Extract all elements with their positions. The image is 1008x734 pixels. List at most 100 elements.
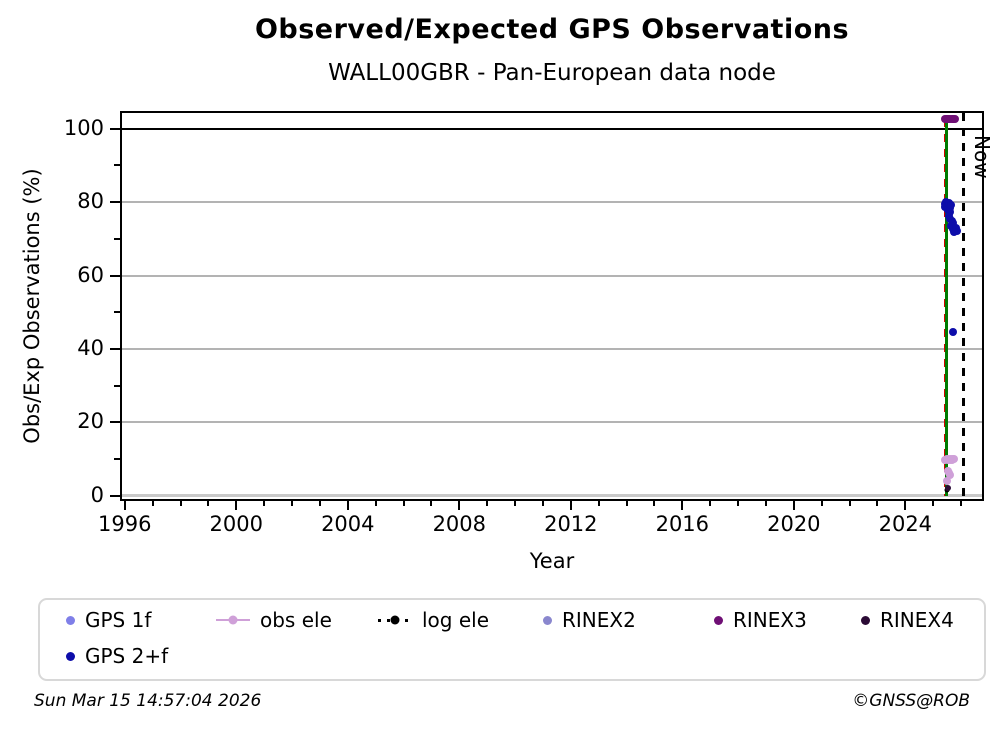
x-minor-tick — [402, 501, 405, 506]
legend-marker-dotted-line-icon — [378, 615, 412, 625]
data-point — [950, 228, 959, 237]
y-tick-label: 80 — [77, 189, 104, 214]
x-minor-tick — [960, 501, 963, 506]
x-minor-tick — [291, 501, 294, 506]
legend-marker-dot-icon — [66, 615, 75, 625]
x-minor-tick — [848, 501, 851, 506]
y-minor-tick — [114, 384, 120, 387]
x-minor-tick — [263, 501, 266, 506]
x-tick-label: 2004 — [321, 512, 375, 536]
legend-marker-center-dot — [390, 615, 400, 625]
x-tick — [346, 501, 349, 510]
legend-marker-dot-icon — [66, 651, 75, 661]
x-axis-label: Year — [529, 549, 575, 573]
legend-label: RINEX3 — [733, 608, 807, 632]
x-minor-tick — [876, 501, 879, 506]
x-minor-tick — [179, 501, 182, 506]
y-minor-tick — [114, 311, 120, 314]
y-tick — [110, 274, 120, 277]
gridline — [122, 347, 982, 350]
legend-label: log ele — [422, 608, 490, 632]
data-point — [945, 471, 954, 480]
x-tick-label: 2020 — [767, 512, 821, 536]
reference-line — [122, 494, 982, 498]
y-tick-label: 20 — [77, 409, 104, 434]
x-tick — [904, 501, 907, 510]
x-tick-label: 1996 — [98, 512, 152, 536]
y-tick — [110, 421, 120, 424]
y-tick-label: 0 — [90, 482, 104, 507]
legend-item-rinex3: RINEX3 — [714, 606, 807, 634]
x-tick — [569, 501, 572, 510]
footer-timestamp: Sun Mar 15 14:57:04 2026 — [34, 691, 262, 711]
x-tick — [235, 501, 238, 510]
x-tick — [681, 501, 684, 510]
data-point — [946, 201, 955, 210]
y-minor-tick — [114, 237, 120, 240]
legend-label: GPS 1f — [85, 608, 152, 632]
x-minor-tick — [430, 501, 433, 506]
gridline — [122, 421, 982, 424]
plot-area: Now — [120, 111, 994, 501]
legend-item-gps-2-f: GPS 2+f — [66, 642, 168, 670]
legend-item-gps-1f: GPS 1f — [66, 606, 151, 634]
x-minor-tick — [541, 501, 544, 506]
x-minor-tick — [737, 501, 740, 506]
x-minor-tick — [709, 501, 712, 506]
gridline — [122, 274, 982, 277]
x-minor-tick — [318, 501, 321, 506]
legend: GPS 1f obs ele log ele RINEX2 RINEX3 RINEX4 GP… — [38, 598, 986, 681]
chart-title: Observed/Expected GPS Observations — [254, 14, 850, 45]
legend-label: RINEX2 — [562, 608, 636, 632]
now-label: Now — [969, 135, 994, 179]
x-minor-tick — [764, 501, 767, 506]
x-minor-tick — [932, 501, 935, 506]
x-tick-label: 2008 — [432, 512, 487, 536]
y-tick — [110, 201, 120, 204]
legend-label: obs ele — [260, 608, 332, 632]
data-point — [950, 455, 959, 464]
data-point — [944, 485, 951, 492]
x-minor-tick — [207, 501, 210, 506]
x-tick-label: 2024 — [878, 512, 933, 536]
legend-item-rinex2: RINEX2 — [543, 606, 636, 634]
y-tick-label: 100 — [63, 115, 104, 140]
y-tick-label: 40 — [77, 335, 104, 360]
data-point — [943, 477, 952, 486]
x-tick — [458, 501, 461, 510]
x-minor-tick — [820, 501, 823, 506]
legend-marker-dot-icon — [543, 615, 552, 625]
y-tick — [110, 494, 120, 497]
data-point — [946, 208, 955, 217]
x-tick — [792, 501, 795, 510]
x-minor-tick — [486, 501, 489, 506]
reference-line — [122, 127, 982, 130]
legend-label: RINEX4 — [880, 608, 954, 632]
x-minor-tick — [514, 501, 517, 506]
x-tick-label: 2016 — [655, 512, 710, 536]
x-tick — [123, 501, 126, 510]
legend-item-log-ele: log ele — [378, 606, 489, 634]
y-tick-label: 60 — [77, 262, 104, 287]
y-minor-tick — [114, 458, 120, 460]
data-point — [948, 328, 957, 337]
gridline — [122, 201, 982, 204]
legend-item-rinex4: RINEX4 — [861, 606, 954, 634]
x-tick-label: 2000 — [209, 512, 263, 536]
legend-marker-line-dot-icon — [216, 615, 250, 625]
footer-copyright: ©GNSS@ROB — [852, 691, 970, 711]
legend-marker-dot-icon — [714, 615, 723, 625]
x-minor-tick — [597, 501, 600, 506]
legend-marker-dot-icon — [861, 615, 870, 625]
chart-subtitle: WALL00GBR - Pan-European data node — [328, 60, 776, 86]
x-minor-tick — [151, 501, 154, 506]
y-tick — [110, 347, 120, 350]
y-minor-tick — [114, 164, 120, 167]
x-minor-tick — [653, 501, 656, 506]
x-minor-tick — [374, 501, 377, 506]
y-tick — [110, 127, 120, 130]
legend-label: GPS 2+f — [85, 644, 169, 668]
data-point — [950, 115, 959, 124]
event-line-green — [945, 118, 949, 496]
